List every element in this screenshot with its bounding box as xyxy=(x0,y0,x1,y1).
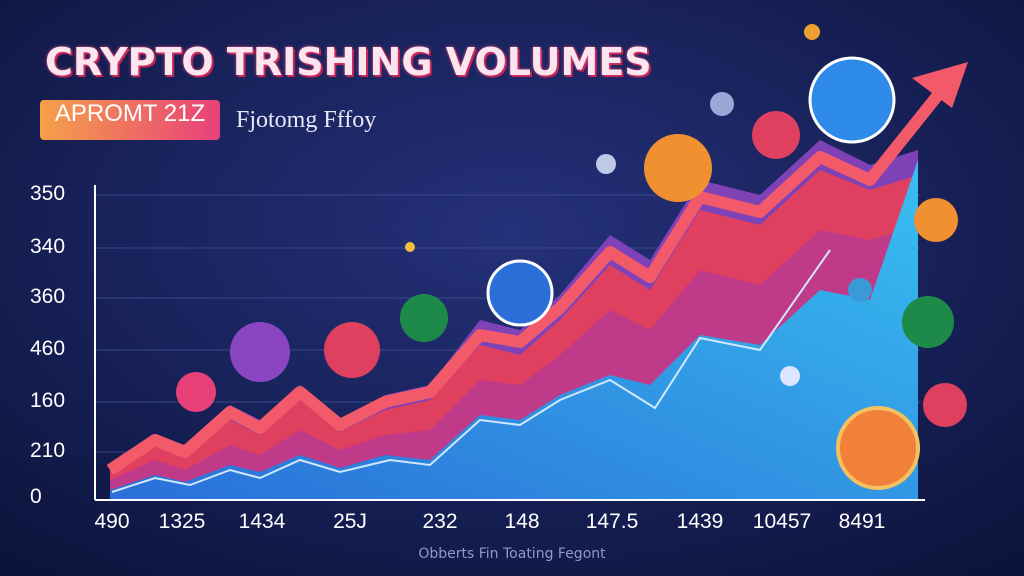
y-label: 350 xyxy=(30,182,66,205)
trend-line xyxy=(111,249,831,493)
badge: APROMT 21Z xyxy=(40,100,220,140)
y-label: 210 xyxy=(30,439,66,462)
x-label: 490 xyxy=(94,510,130,533)
subtitle: Fjotomg Fffoy xyxy=(236,107,377,133)
x-label: 1325 xyxy=(158,510,206,533)
x-label: 148 xyxy=(504,510,540,533)
trend-arrow xyxy=(106,76,955,475)
x-label: 1439 xyxy=(676,510,724,533)
x-label: 232 xyxy=(422,510,458,533)
y-label: 0 xyxy=(30,485,42,508)
title: CRYPTO TRISHING VOLUMES xyxy=(45,40,652,84)
blue-area xyxy=(110,160,918,500)
y-label: 360 xyxy=(30,285,66,308)
arrow-head xyxy=(912,62,968,108)
x-label: 25J xyxy=(333,510,367,533)
x-label: 147.5 xyxy=(585,510,639,533)
y-label: 160 xyxy=(30,389,66,412)
y-label: 460 xyxy=(30,337,66,360)
x-label: 1434 xyxy=(238,510,286,533)
y-label: 340 xyxy=(30,235,66,258)
x-label: 10457 xyxy=(752,510,812,533)
coins xyxy=(176,24,967,490)
footer: Obberts Fin Toating Fegont xyxy=(418,546,606,562)
x-label: 8491 xyxy=(838,510,886,533)
